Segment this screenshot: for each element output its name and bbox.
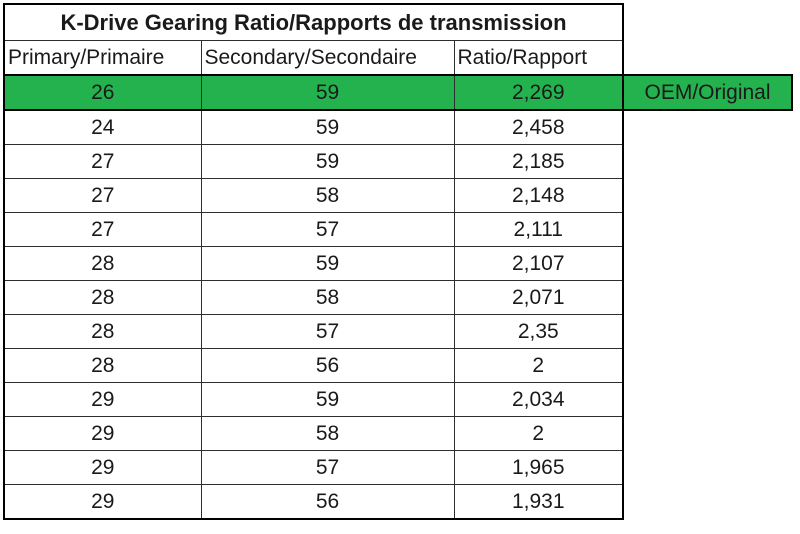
cell-secondary: 57: [200, 212, 455, 247]
cell-ratio: 2,458: [453, 109, 624, 145]
table-row: 29 59 2,034: [3, 382, 624, 417]
cell-primary: 28: [3, 280, 202, 315]
cell-primary: 28: [3, 348, 202, 383]
cell-primary: 27: [3, 178, 202, 213]
cell-secondary: 59: [200, 246, 455, 281]
table-row: 28 59 2,107: [3, 246, 624, 281]
cell-ratio: 2,269: [453, 74, 624, 111]
cell-primary: 28: [3, 246, 202, 281]
cell-ratio: 2,148: [453, 178, 624, 213]
cell-ratio: 2: [453, 348, 624, 383]
table-row: 28 56 2: [3, 348, 624, 383]
cell-primary: 27: [3, 212, 202, 247]
table-row: 27 58 2,148: [3, 178, 624, 213]
cell-secondary: 59: [200, 382, 455, 417]
cell-ratio: 2,034: [453, 382, 624, 417]
table-row: 29 57 1,965: [3, 450, 624, 485]
cell-ratio: 2: [453, 416, 624, 451]
table-row: 26 59 2,269: [3, 74, 624, 111]
cell-secondary: 58: [200, 280, 455, 315]
cell-primary: 29: [3, 416, 202, 451]
table-row: 29 58 2: [3, 416, 624, 451]
cell-primary: 27: [3, 144, 202, 179]
cell-secondary: 57: [200, 450, 455, 485]
cell-secondary: 56: [200, 484, 455, 520]
table-header-row: Primary/Primaire Secondary/Secondaire Ra…: [3, 40, 624, 76]
cell-ratio: 1,931: [453, 484, 624, 520]
cell-secondary: 58: [200, 178, 455, 213]
cell-secondary: 59: [200, 74, 455, 111]
cell-primary: 28: [3, 314, 202, 349]
column-header-primary: Primary/Primaire: [3, 40, 202, 76]
table-row: 27 57 2,111: [3, 212, 624, 247]
cell-ratio: 2,35: [453, 314, 624, 349]
cell-primary: 26: [3, 74, 202, 111]
cell-ratio: 1,965: [453, 450, 624, 485]
gearing-table: K-Drive Gearing Ratio/Rapports de transm…: [3, 3, 625, 520]
cell-primary: 29: [3, 484, 202, 520]
cell-ratio: 2,111: [453, 212, 624, 247]
cell-ratio: 2,107: [453, 246, 624, 281]
cell-primary: 29: [3, 450, 202, 485]
table-row: 29 56 1,931: [3, 484, 624, 520]
cell-secondary: 59: [200, 144, 455, 179]
oem-original-highlight-label: OEM/Original: [622, 74, 793, 111]
cell-ratio: 2,185: [453, 144, 624, 179]
table-row: 27 59 2,185: [3, 144, 624, 179]
cell-secondary: 59: [200, 109, 455, 145]
cell-primary: 24: [3, 109, 202, 145]
cell-primary: 29: [3, 382, 202, 417]
cell-secondary: 58: [200, 416, 455, 451]
table-row: 24 59 2,458: [3, 109, 624, 145]
table-row: 28 58 2,071: [3, 280, 624, 315]
cell-secondary: 56: [200, 348, 455, 383]
cell-secondary: 57: [200, 314, 455, 349]
table-row: 28 57 2,35: [3, 314, 624, 349]
column-header-ratio: Ratio/Rapport: [453, 40, 624, 76]
cell-ratio: 2,071: [453, 280, 624, 315]
column-header-secondary: Secondary/Secondaire: [200, 40, 455, 76]
table-title-row: K-Drive Gearing Ratio/Rapports de transm…: [3, 3, 624, 41]
table-title: K-Drive Gearing Ratio/Rapports de transm…: [3, 3, 624, 41]
